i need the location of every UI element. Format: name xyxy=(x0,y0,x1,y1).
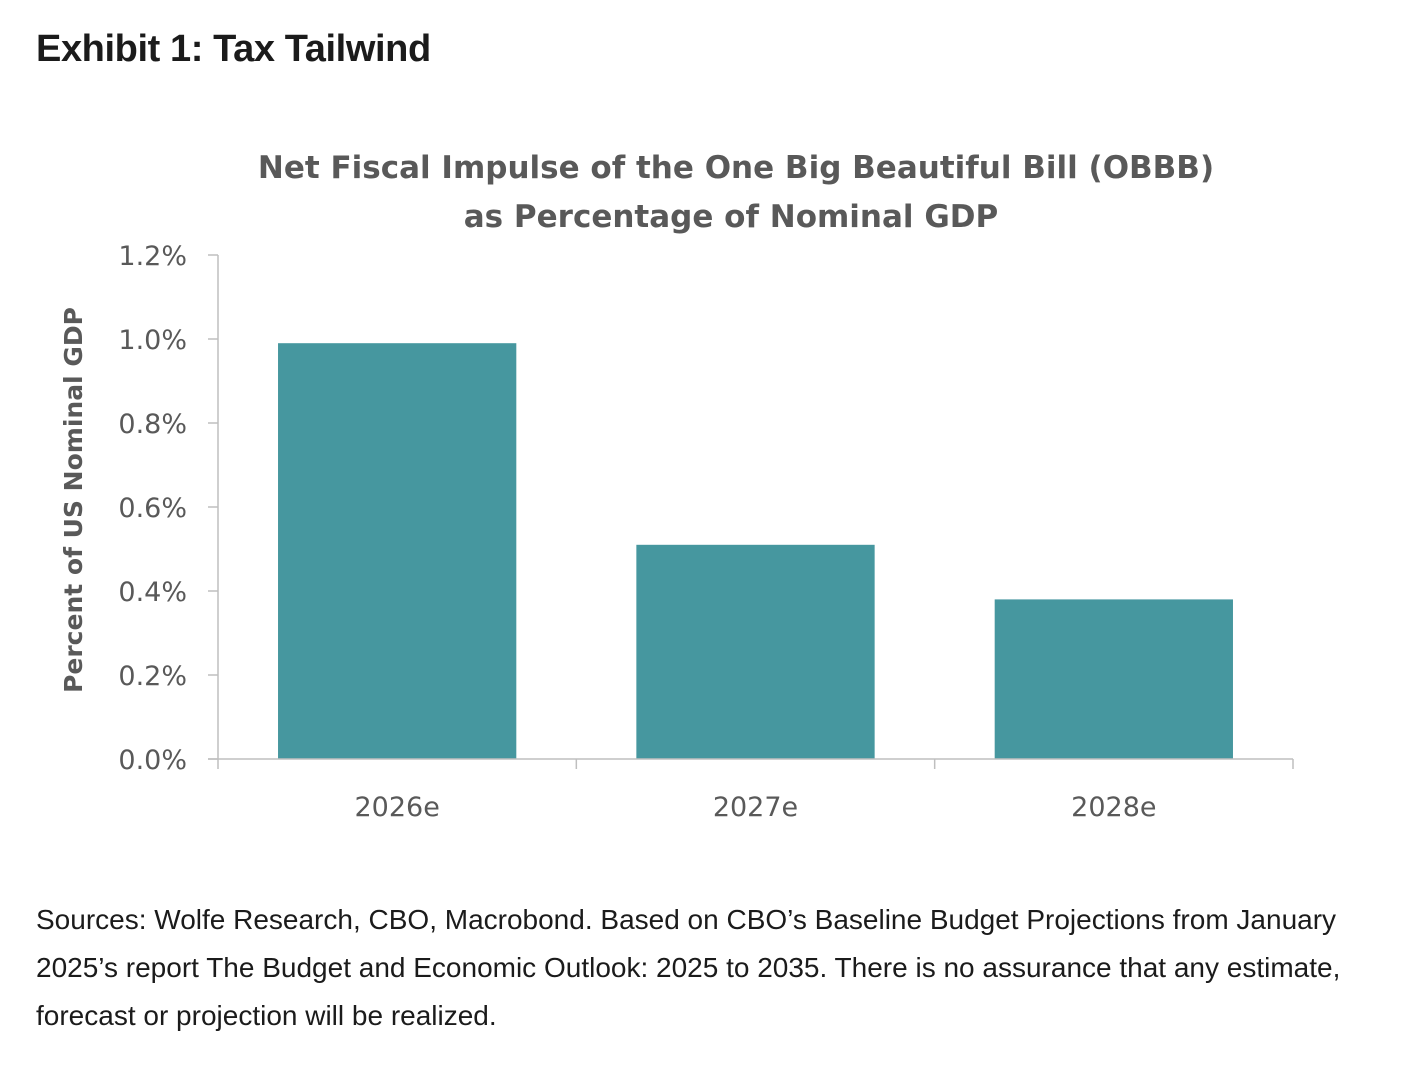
y-tick-label: 0.6% xyxy=(118,493,187,524)
y-tick-label: 1.0% xyxy=(118,325,187,356)
y-axis-label: Percent of US Nominal GDP xyxy=(59,307,88,693)
x-tick-label: 2026e xyxy=(355,792,440,823)
x-tick-label: 2028e xyxy=(1071,792,1156,823)
bars xyxy=(278,343,1233,759)
bar-2027e xyxy=(636,544,875,759)
y-axis: 0.0% 0.2% 0.4% 0.6% 0.8% 1.0% 1.2% xyxy=(118,241,219,776)
x-axis: 2026e 2027e 2028e xyxy=(208,758,1294,823)
y-tick-label: 0.8% xyxy=(118,409,187,440)
exhibit-title: Exhibit 1: Tax Tailwind xyxy=(36,28,431,70)
bar-chart: Net Fiscal Impulse of the One Big Beauti… xyxy=(59,150,1294,823)
x-tick-label: 2027e xyxy=(713,792,798,823)
y-tick-label: 0.2% xyxy=(118,661,187,692)
source-note: Sources: Wolfe Research, CBO, Macrobond.… xyxy=(36,904,1341,1031)
bar-2028e xyxy=(994,599,1233,759)
chart-title-line-2: as Percentage of Nominal GDP xyxy=(464,199,998,235)
bar-2026e xyxy=(278,343,517,759)
y-tick-label: 0.0% xyxy=(118,745,187,776)
chart-title-line-1: Net Fiscal Impulse of the One Big Beauti… xyxy=(258,150,1214,186)
y-tick-label: 0.4% xyxy=(118,577,187,608)
y-tick-label: 1.2% xyxy=(118,241,187,272)
chart-title: Net Fiscal Impulse of the One Big Beauti… xyxy=(258,150,1214,235)
